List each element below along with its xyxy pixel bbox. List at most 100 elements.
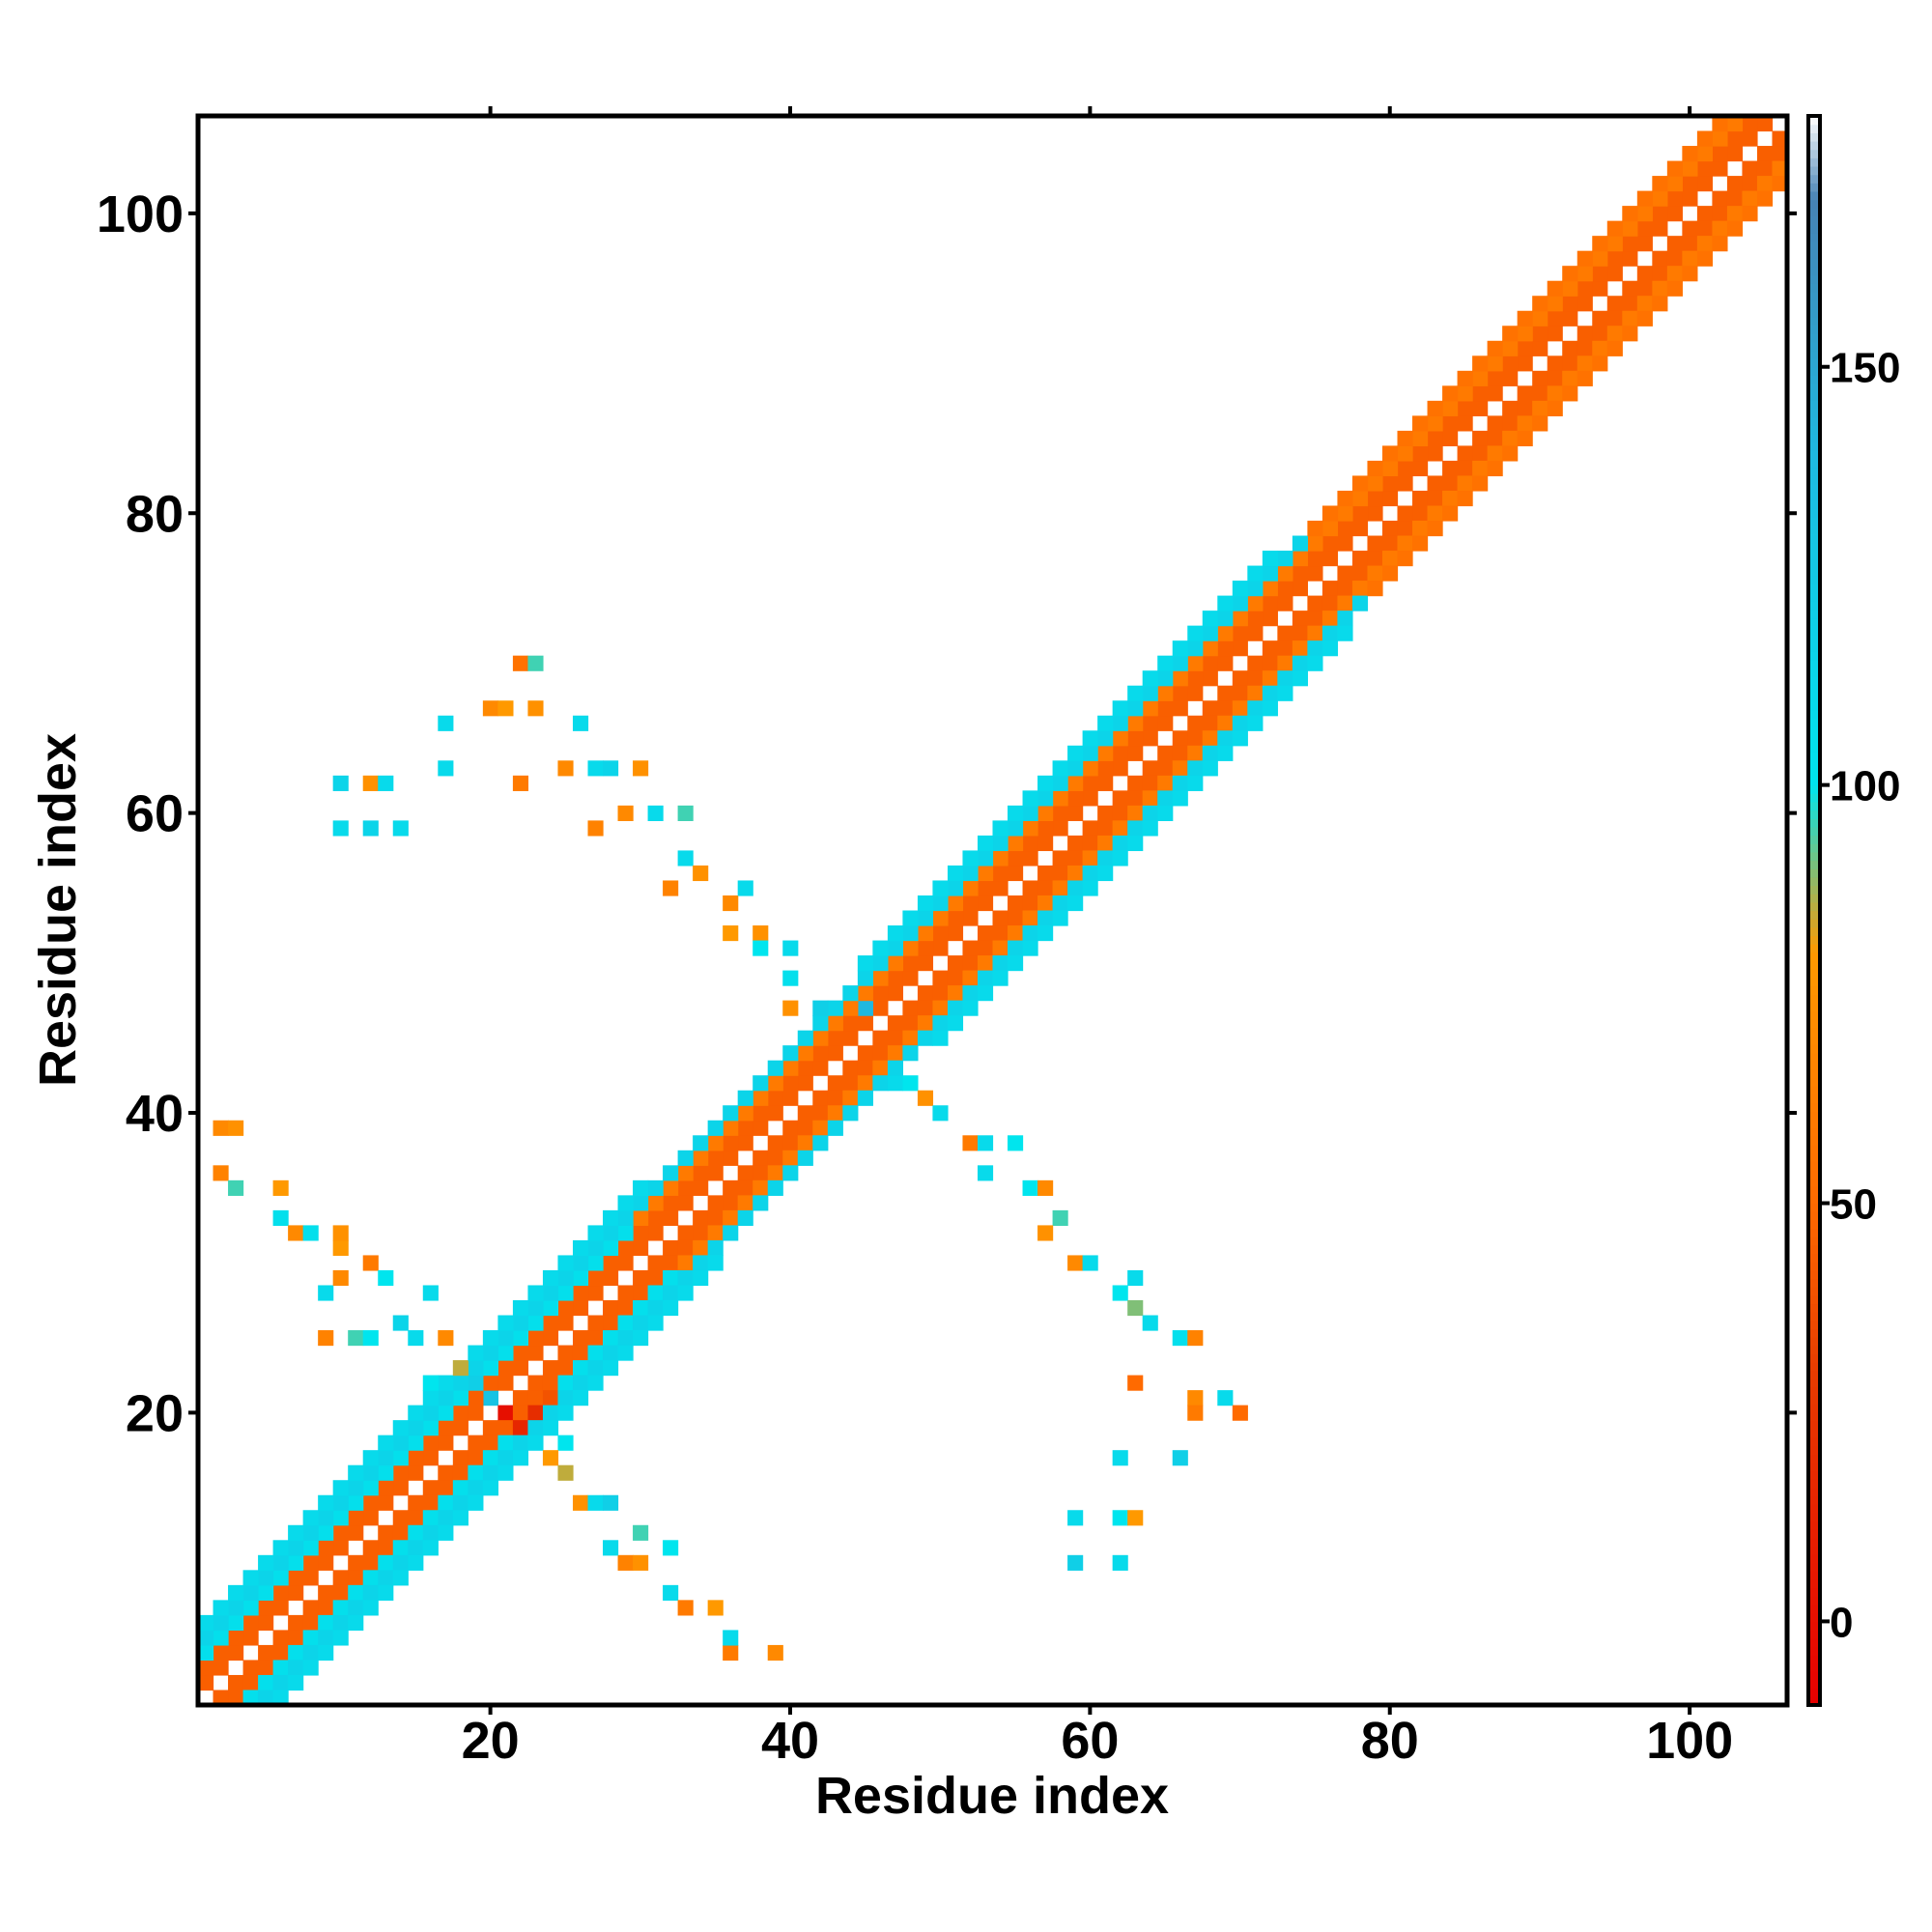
y-tick-label: 100	[97, 185, 184, 243]
heatmap-cell	[977, 895, 994, 912]
heatmap-cell	[1067, 775, 1084, 791]
heatmap-cell	[1351, 581, 1369, 597]
heatmap-cell	[542, 1315, 559, 1331]
heatmap-cell	[1742, 130, 1758, 147]
heatmap-cell	[468, 1360, 484, 1377]
heatmap-cell	[1532, 296, 1548, 312]
colorbar: 0 50 100 150	[1806, 114, 1900, 1707]
heatmap-cell	[1321, 505, 1339, 522]
heatmap-cell	[288, 1540, 304, 1556]
colorbar-segment	[1808, 1562, 1820, 1573]
colorbar-segment	[1808, 1479, 1820, 1489]
heatmap-cell	[1097, 850, 1114, 867]
colorbar-segment	[1808, 199, 1820, 209]
colorbar-segment	[1808, 609, 1820, 619]
heatmap-cell	[1517, 400, 1533, 416]
heatmap-cell	[887, 955, 903, 972]
heatmap-cell	[827, 1105, 843, 1122]
heatmap-cell	[917, 985, 934, 1002]
heatmap-cell	[977, 1165, 994, 1181]
heatmap-cell	[497, 1375, 514, 1391]
heatmap-cell	[527, 700, 544, 717]
heatmap-cell	[1337, 505, 1353, 522]
heatmap-cell	[408, 1524, 424, 1541]
heatmap-cell	[1577, 266, 1593, 282]
heatmap-cell	[258, 1600, 274, 1616]
heatmap-cell	[348, 1584, 364, 1601]
colorbar-segment	[1808, 283, 1820, 293]
heatmap-cell	[1606, 340, 1623, 356]
heatmap-cell	[1606, 326, 1623, 342]
heatmap-cell	[1112, 1510, 1128, 1526]
heatmap-cell	[1067, 805, 1084, 821]
heatmap-cell	[587, 1225, 604, 1241]
heatmap-cell	[542, 1390, 559, 1406]
heatmap-cell	[977, 865, 994, 882]
y-tick-label: 80	[126, 485, 184, 543]
heatmap-cell	[272, 1660, 289, 1676]
heatmap-cell	[1292, 625, 1308, 641]
heatmap-cell	[1157, 760, 1174, 777]
heatmap-cell	[542, 1360, 559, 1377]
heatmap-cell	[1351, 551, 1369, 567]
heatmap-cell	[947, 1015, 964, 1032]
colorbar-segment	[1808, 1662, 1820, 1672]
heatmap-cell	[1726, 130, 1744, 147]
heatmap-cell	[1457, 370, 1473, 386]
heatmap-cell	[1696, 206, 1714, 222]
heatmap-cell	[1217, 640, 1234, 657]
heatmap-cell	[497, 1420, 514, 1436]
heatmap-cell	[213, 1644, 229, 1662]
heatmap-cell	[617, 1195, 634, 1211]
heatmap-cell	[1351, 505, 1369, 522]
heatmap-cell	[302, 1540, 319, 1556]
heatmap-cell	[1547, 400, 1563, 416]
heatmap-cell	[512, 775, 529, 791]
heatmap-cell	[392, 1554, 409, 1571]
heatmap-cell	[1412, 445, 1429, 462]
heatmap-cell	[1067, 880, 1084, 896]
heatmap-cell	[1008, 910, 1024, 926]
heatmap-cell	[1082, 775, 1098, 791]
heatmap-cell	[842, 1090, 859, 1106]
heatmap-cell	[1232, 715, 1248, 731]
heatmap-cell	[977, 1135, 994, 1151]
heatmap-cell	[1606, 310, 1623, 327]
heatmap-cell	[1307, 535, 1323, 552]
colorbar-segment	[1808, 1077, 1820, 1087]
heatmap-cell	[1592, 340, 1608, 356]
heatmap-cell	[1022, 820, 1038, 837]
heatmap-cell	[1487, 415, 1503, 432]
colorbar-segment	[1808, 1244, 1820, 1255]
heatmap-cell	[1666, 176, 1683, 192]
heatmap-cell	[1172, 685, 1188, 701]
heatmap-cell	[557, 1315, 574, 1331]
heatmap-cell	[677, 1225, 694, 1241]
heatmap-cell	[497, 1345, 514, 1361]
heatmap-cell	[332, 1540, 349, 1556]
heatmap-cell	[947, 865, 964, 882]
heatmap-cell	[1397, 430, 1413, 447]
heatmap-cell	[392, 1420, 409, 1436]
heatmap-cell	[1187, 730, 1204, 747]
heatmap-cell	[542, 1405, 559, 1421]
heatmap-cell	[1517, 355, 1533, 372]
heatmap-cell	[408, 1405, 424, 1421]
heatmap-cell	[378, 1584, 394, 1601]
heatmap-cell	[1172, 670, 1188, 687]
colorbar-segment	[1808, 960, 1820, 970]
colorbar-segment	[1808, 333, 1820, 343]
heatmap-cell	[1022, 940, 1038, 956]
heatmap-cell	[1742, 116, 1758, 132]
heatmap-cell	[1157, 685, 1174, 701]
heatmap-cell	[1292, 655, 1308, 671]
heatmap-cell	[603, 1255, 619, 1271]
heatmap-cell	[422, 1524, 439, 1541]
heatmap-cell	[198, 1644, 214, 1662]
heatmap-cell	[1112, 805, 1128, 821]
colorbar-segment	[1808, 1596, 1820, 1605]
heatmap-cell	[1172, 1450, 1188, 1466]
heatmap-cell	[842, 1000, 859, 1016]
heatmap-cell	[753, 1179, 769, 1196]
heatmap-cell	[872, 1030, 889, 1046]
